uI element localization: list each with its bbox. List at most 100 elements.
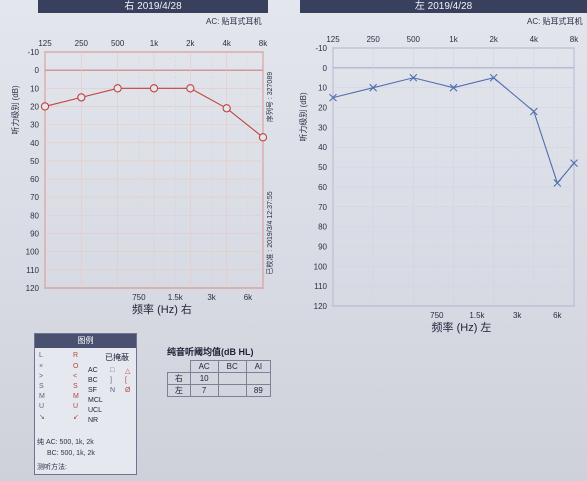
legend-symbol-r-1: O <box>73 363 79 370</box>
left-threshold-point <box>570 159 578 167</box>
right-calibration-date: 已校准 : 2019/3/4 12:37:55 <box>265 191 274 274</box>
right-x-tick-top: 2k <box>186 39 195 48</box>
right-x-tick-top: 4k <box>222 39 231 48</box>
legend-masked-r-1: [ <box>125 377 127 384</box>
left-y-tick-label: 70 <box>318 203 327 212</box>
right-y-tick-label: 120 <box>26 284 40 293</box>
average-row-right-ear: 右 <box>167 372 191 385</box>
right-x-tick-bottom: 750 <box>132 293 146 302</box>
left-y-tick-label: 0 <box>323 64 328 73</box>
left-threshold-point <box>409 73 418 82</box>
average-col-bc: BC <box>217 360 247 373</box>
right-ear-header: 右 2019/4/28 <box>38 0 268 13</box>
average-row-left-ac: 7 <box>189 384 219 397</box>
left-y-tick-label: -10 <box>315 44 327 53</box>
legend-symbol-l-1: × <box>39 363 44 370</box>
left-x-tick-bottom: 750 <box>430 311 444 320</box>
right-x-tick-bottom: 6k <box>244 293 253 302</box>
right-ac-type: AC: 贴耳式耳机 <box>206 17 262 26</box>
right-threshold-point <box>258 133 268 142</box>
average-row-left-bc <box>217 384 247 397</box>
legend-symbol-r-6: ↙ <box>73 414 79 421</box>
legend-masked-label: 已掩蔽 <box>105 353 129 362</box>
legend-symbol-l-4: M <box>39 393 45 400</box>
left-y-tick-label: 60 <box>318 183 327 192</box>
left-y-tick-label: 40 <box>318 143 327 152</box>
legend-symbol-r-0: R <box>73 352 79 359</box>
left-ac-type: AC: 贴耳式耳机 <box>527 17 583 26</box>
average-row-left-ai: 89 <box>245 384 272 397</box>
left-x-tick-top: 1k <box>449 35 458 44</box>
right-y-tick-label: -10 <box>27 48 39 57</box>
left-x-tick-bottom: 3k <box>513 311 522 320</box>
left-x-tick-bottom: 6k <box>553 311 562 320</box>
legend-title: 图例 <box>35 334 136 348</box>
right-x-axis-label: 频率 (Hz) 右 <box>132 302 192 316</box>
right-threshold-point <box>113 84 122 93</box>
left-y-tick-label: 100 <box>314 262 328 271</box>
left-y-tick-label: 30 <box>318 123 327 132</box>
legend-code-sf: SF <box>88 387 97 394</box>
right-y-tick-label: 70 <box>30 193 39 202</box>
left-x-tick-top: 2k <box>489 35 498 44</box>
legend-foot-method: 测听方法: <box>37 464 67 471</box>
average-col-ac: AC <box>189 360 219 373</box>
left-x-tick-top: 500 <box>407 35 421 44</box>
left-x-axis-label: 频率 (Hz) 左 <box>432 320 492 334</box>
left-x-tick-top: 125 <box>326 35 340 44</box>
left-y-tick-label: 120 <box>314 302 328 311</box>
legend-code-nr: NR <box>88 417 99 424</box>
right-y-tick-label: 40 <box>30 139 39 148</box>
left-threshold-point <box>329 93 337 102</box>
left-y-tick-label: 80 <box>318 223 327 232</box>
legend-code-ac: AC <box>88 367 98 374</box>
legend-symbol-l-5: U <box>39 403 45 410</box>
legend-symbol-r-5: U <box>73 403 79 410</box>
average-row-left-ear: 左 <box>167 384 191 397</box>
legend-code-bc: BC <box>88 377 98 384</box>
legend-symbol-l-0: L <box>39 352 43 359</box>
legend-masked-r-2: Ø <box>125 387 131 394</box>
right-y-tick-label: 10 <box>30 84 39 93</box>
legend-masked-l-2: N <box>110 387 116 394</box>
average-row-right-bc <box>217 372 247 385</box>
right-threshold-point <box>40 102 50 111</box>
average-row-right: 右 10 <box>167 372 272 385</box>
legend-masked-r-0: △ <box>125 368 131 375</box>
legend-foot-bc: BC: 500, 1k, 2k <box>47 450 95 457</box>
right-y-tick-label: 90 <box>30 230 39 239</box>
left-y-tick-label: 90 <box>318 242 327 251</box>
left-threshold-point <box>449 83 458 92</box>
legend-symbol-l-2: > <box>39 373 44 380</box>
right-threshold-point <box>77 93 86 102</box>
right-x-tick-top: 500 <box>111 39 125 48</box>
left-threshold-point <box>529 107 538 116</box>
left-y-axis-label: 听力级别 (dB) <box>298 92 308 142</box>
left-threshold-point <box>489 73 498 82</box>
right-y-tick-label: 110 <box>26 266 39 275</box>
left-x-tick-top: 4k <box>530 35 539 44</box>
legend-symbol-r-4: M <box>73 393 79 400</box>
left-x-tick-top: 250 <box>366 35 380 44</box>
left-y-tick-label: 10 <box>318 84 327 93</box>
legend-code-ucl: UCL <box>88 407 103 414</box>
legend-symbol-r-3: S <box>73 383 78 390</box>
left-x-tick-top: 8k <box>570 35 579 44</box>
right-x-tick-top: 250 <box>75 39 89 48</box>
right-y-tick-label: 100 <box>26 248 40 257</box>
left-ear-header: 左 2019/4/28 <box>300 0 587 13</box>
legend-panel: 图例 L × > S M U ↘ R O < S M U ↙ AC BC SF … <box>34 333 137 475</box>
legend-code-mcl: MCL <box>88 397 103 404</box>
right-x-tick-top: 8k <box>259 39 268 48</box>
legend-symbol-l-3: S <box>39 383 44 390</box>
legend-masked-l-0: □ <box>110 367 115 374</box>
right-y-axis-label: 听力级别 (dB) <box>10 85 20 135</box>
right-threshold-point <box>186 84 195 93</box>
right-x-tick-top: 125 <box>38 39 52 48</box>
left-y-tick-label: 50 <box>318 163 327 172</box>
average-corner <box>168 361 191 373</box>
right-y-tick-label: 30 <box>30 121 39 130</box>
average-title: 纯音听阈均值(dB HL) <box>167 347 254 357</box>
